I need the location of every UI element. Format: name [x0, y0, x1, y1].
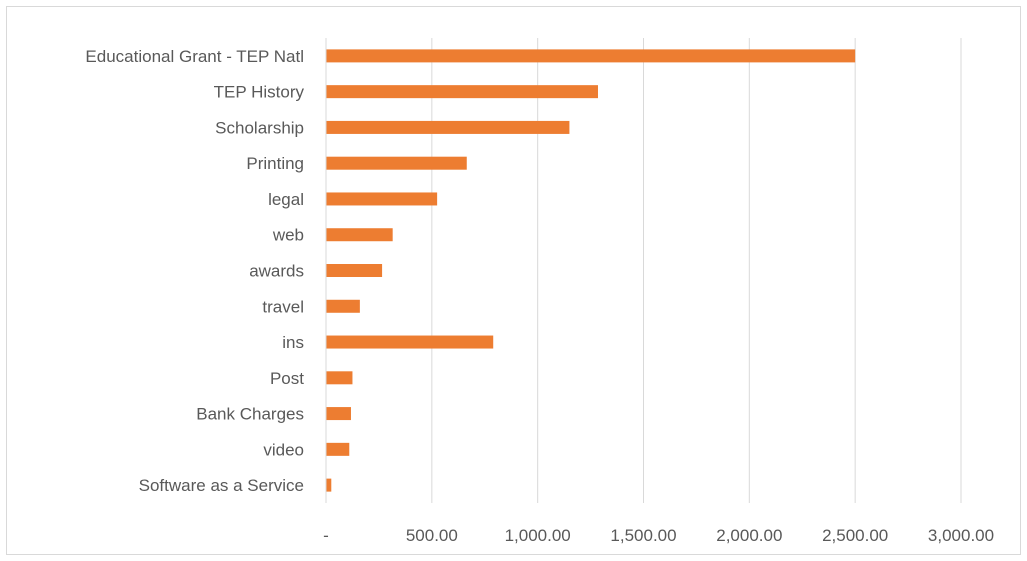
bar — [326, 49, 856, 63]
category-label: TEP History — [214, 83, 305, 102]
category-label: legal — [268, 190, 304, 209]
bar — [326, 156, 467, 170]
category-label: web — [272, 226, 304, 245]
bars — [326, 49, 856, 492]
bar — [326, 407, 351, 421]
category-label: travel — [262, 297, 304, 316]
bar — [326, 228, 393, 242]
category-label: Educational Grant - TEP Natl — [85, 47, 304, 66]
x-tick-label: 2,500.00 — [822, 526, 888, 545]
bar — [326, 120, 570, 134]
x-tick-label: 500.00 — [406, 526, 458, 545]
bar — [326, 192, 438, 206]
bar — [326, 299, 360, 313]
category-label: Scholarship — [215, 118, 304, 137]
category-label: Post — [270, 369, 304, 388]
category-labels: Educational Grant - TEP Natl TEP History S… — [85, 47, 304, 495]
category-label: ins — [282, 333, 304, 352]
bar — [326, 264, 383, 277]
category-label: Bank Charges — [196, 405, 304, 424]
x-tick-label: 1,000.00 — [505, 526, 571, 545]
category-label: video — [263, 440, 304, 459]
x-tick-label: 3,000.00 — [928, 526, 994, 545]
x-tick-label: 1,500.00 — [610, 526, 676, 545]
x-axis-tick-labels: - 500.00 1,000.00 1,500.00 2,000.00 2,500.00 3… — [323, 526, 994, 545]
bar — [326, 85, 598, 99]
x-tick-label: 2,000.00 — [716, 526, 782, 545]
bar — [326, 478, 332, 492]
bar — [326, 371, 353, 385]
bar — [326, 335, 494, 349]
category-label: Printing — [246, 154, 304, 173]
category-label: awards — [249, 262, 304, 281]
gridlines — [431, 38, 962, 503]
category-label: Software as a Service — [139, 476, 304, 495]
bar — [326, 442, 350, 456]
x-tick-label: - — [323, 526, 329, 545]
